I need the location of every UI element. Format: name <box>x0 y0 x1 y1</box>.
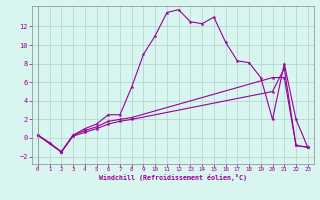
X-axis label: Windchill (Refroidissement éolien,°C): Windchill (Refroidissement éolien,°C) <box>99 174 247 181</box>
